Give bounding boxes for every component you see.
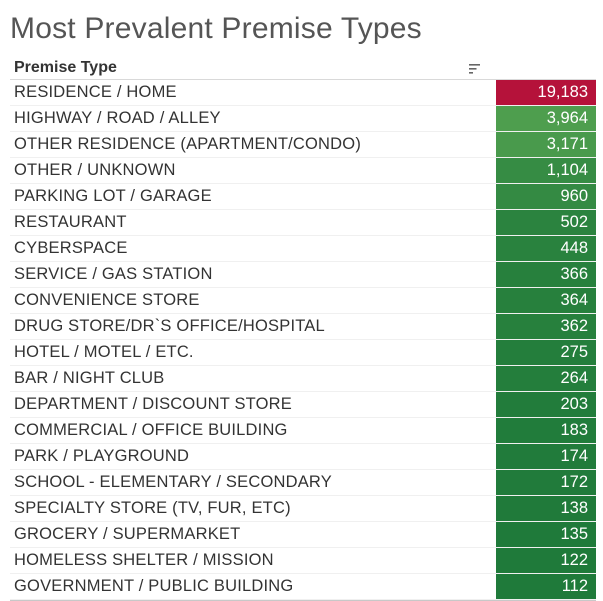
count-value: 172 <box>560 473 588 491</box>
count-value: 1,104 <box>546 161 588 179</box>
sort-descending-icon[interactable] <box>469 64 481 74</box>
table-row[interactable]: RESTAURANT 502 <box>10 210 596 236</box>
premise-type-label: PARKING LOT / GARAGE <box>14 187 212 205</box>
premise-type-label: SPECIALTY STORE (TV, FUR, ETC) <box>14 499 291 517</box>
count-value: 502 <box>560 213 588 231</box>
premise-table: Premise Type RESIDENCE / HOME 19,183 HIGHW… <box>10 56 596 601</box>
count-cell[interactable]: 366 <box>496 262 596 287</box>
table-row[interactable]: DRUG STORE/DR`S OFFICE/HOSPITAL 362 <box>10 314 596 340</box>
table-row[interactable]: SCHOOL - ELEMENTARY / SECONDARY 172 <box>10 470 596 496</box>
table-row[interactable]: CONVENIENCE STORE 364 <box>10 288 596 314</box>
count-value: 366 <box>560 265 588 283</box>
count-value: 3,964 <box>546 109 588 127</box>
count-cell[interactable]: 203 <box>496 392 596 417</box>
count-cell[interactable]: 264 <box>496 366 596 391</box>
count-value: 138 <box>560 499 588 517</box>
count-cell[interactable]: 19,183 <box>496 80 596 105</box>
table-row[interactable]: PARK / PLAYGROUND 174 <box>10 444 596 470</box>
table-row[interactable]: OTHER RESIDENCE (APARTMENT/CONDO) 3,171 <box>10 132 596 158</box>
table-row[interactable]: CYBERSPACE 448 <box>10 236 596 262</box>
table-row[interactable]: OTHER / UNKNOWN 1,104 <box>10 158 596 184</box>
table-row[interactable]: GOVERNMENT / PUBLIC BUILDING 112 <box>10 574 596 600</box>
table-row[interactable]: HIGHWAY / ROAD / ALLEY 3,964 <box>10 106 596 132</box>
count-value: 112 <box>561 577 588 595</box>
table-row[interactable]: RESIDENCE / HOME 19,183 <box>10 80 596 106</box>
count-value: 3,171 <box>546 135 588 153</box>
count-value: 275 <box>560 343 588 361</box>
premise-type-label: HOTEL / MOTEL / ETC. <box>14 343 194 361</box>
count-value: 364 <box>560 291 588 309</box>
premise-type-label: SERVICE / GAS STATION <box>14 265 213 283</box>
premise-type-label: HIGHWAY / ROAD / ALLEY <box>14 109 221 127</box>
count-value: 174 <box>560 447 588 465</box>
premise-type-label: GROCERY / SUPERMARKET <box>14 525 241 543</box>
premise-type-label: DRUG STORE/DR`S OFFICE/HOSPITAL <box>14 317 325 335</box>
table-row[interactable]: DEPARTMENT / DISCOUNT STORE 203 <box>10 392 596 418</box>
count-cell[interactable]: 362 <box>496 314 596 339</box>
premise-type-label: DEPARTMENT / DISCOUNT STORE <box>14 395 292 413</box>
count-value: 122 <box>560 551 588 569</box>
count-value: 203 <box>560 395 588 413</box>
count-cell[interactable]: 174 <box>496 444 596 469</box>
count-cell[interactable]: 172 <box>496 470 596 495</box>
premise-type-label: BAR / NIGHT CLUB <box>14 369 165 387</box>
table-row[interactable]: HOTEL / MOTEL / ETC. 275 <box>10 340 596 366</box>
table-row[interactable]: SPECIALTY STORE (TV, FUR, ETC) 138 <box>10 496 596 522</box>
count-value: 448 <box>560 239 588 257</box>
count-cell[interactable]: 3,171 <box>496 132 596 157</box>
count-value: 183 <box>560 421 588 439</box>
count-value: 264 <box>560 369 588 387</box>
premise-type-label: OTHER / UNKNOWN <box>14 161 176 179</box>
premise-type-label: CYBERSPACE <box>14 239 128 257</box>
count-value: 960 <box>560 187 588 205</box>
count-cell[interactable]: 960 <box>496 184 596 209</box>
table-row[interactable]: HOMELESS SHELTER / MISSION 122 <box>10 548 596 574</box>
count-cell[interactable]: 183 <box>496 418 596 443</box>
count-cell[interactable]: 1,104 <box>496 158 596 183</box>
chart-title: Most Prevalent Premise Types <box>10 12 422 45</box>
table-header: Premise Type <box>10 56 596 80</box>
count-cell[interactable]: 135 <box>496 522 596 547</box>
count-cell[interactable]: 122 <box>496 548 596 573</box>
table-row[interactable]: SERVICE / GAS STATION 366 <box>10 262 596 288</box>
premise-type-label: SCHOOL - ELEMENTARY / SECONDARY <box>14 473 332 491</box>
premise-type-label: COMMERCIAL / OFFICE BUILDING <box>14 421 288 439</box>
table-row[interactable]: PARKING LOT / GARAGE 960 <box>10 184 596 210</box>
premise-type-label: GOVERNMENT / PUBLIC BUILDING <box>14 577 294 595</box>
premise-type-label: OTHER RESIDENCE (APARTMENT/CONDO) <box>14 135 362 153</box>
count-cell[interactable]: 502 <box>496 210 596 235</box>
count-cell[interactable]: 3,964 <box>496 106 596 131</box>
count-cell[interactable]: 364 <box>496 288 596 313</box>
premise-type-label: CONVENIENCE STORE <box>14 291 200 309</box>
table-row[interactable]: BAR / NIGHT CLUB 264 <box>10 366 596 392</box>
count-cell[interactable]: 138 <box>496 496 596 521</box>
count-cell[interactable]: 112 <box>496 574 596 599</box>
premise-type-label: PARK / PLAYGROUND <box>14 447 190 465</box>
table-row[interactable]: GROCERY / SUPERMARKET 135 <box>10 522 596 548</box>
column-header-premise-type[interactable]: Premise Type <box>14 59 117 76</box>
count-value: 135 <box>560 525 588 543</box>
count-cell[interactable]: 448 <box>496 236 596 261</box>
count-value: 362 <box>560 317 588 335</box>
table-body: RESIDENCE / HOME 19,183 HIGHWAY / ROAD / A… <box>10 80 596 601</box>
premise-type-label: RESTAURANT <box>14 213 127 231</box>
premise-type-label: RESIDENCE / HOME <box>14 83 177 101</box>
table-row[interactable]: COMMERCIAL / OFFICE BUILDING 183 <box>10 418 596 444</box>
count-value: 19,183 <box>537 83 588 101</box>
premise-type-label: HOMELESS SHELTER / MISSION <box>14 551 274 569</box>
count-cell[interactable]: 275 <box>496 340 596 365</box>
